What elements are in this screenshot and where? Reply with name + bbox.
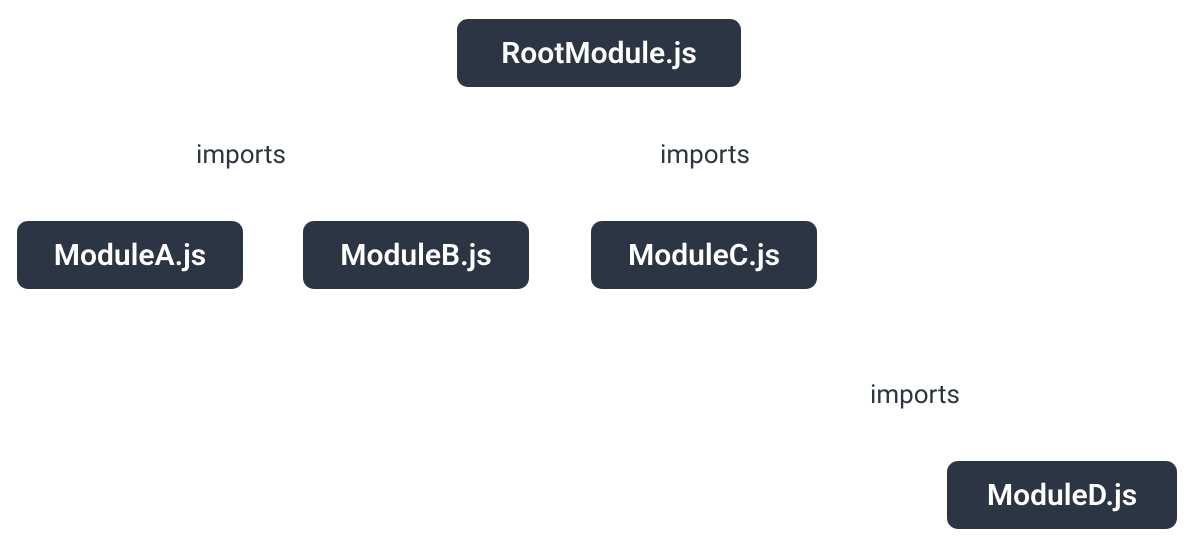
module-tree-diagram: RootModule.js ModuleA.js ModuleB.js Modu… <box>0 0 1204 553</box>
node-label: ModuleB.js <box>340 238 491 273</box>
node-module-a: ModuleA.js <box>14 218 246 292</box>
node-root-module: RootModule.js <box>454 16 744 90</box>
node-module-c: ModuleC.js <box>588 218 820 292</box>
edge-label-text: imports <box>870 380 960 410</box>
node-label: ModuleA.js <box>54 238 206 273</box>
edge-label-text: imports <box>196 140 286 170</box>
edge-label-c-to-d: imports <box>870 380 960 410</box>
edge-label-text: imports <box>660 140 750 170</box>
node-label: ModuleD.js <box>987 478 1137 513</box>
node-label: ModuleC.js <box>628 238 780 273</box>
node-label: RootModule.js <box>501 36 697 71</box>
node-module-d: ModuleD.js <box>944 458 1180 532</box>
node-module-b: ModuleB.js <box>300 218 532 292</box>
edge-label-root-to-a: imports <box>196 140 286 170</box>
edge-label-root-to-c: imports <box>660 140 750 170</box>
